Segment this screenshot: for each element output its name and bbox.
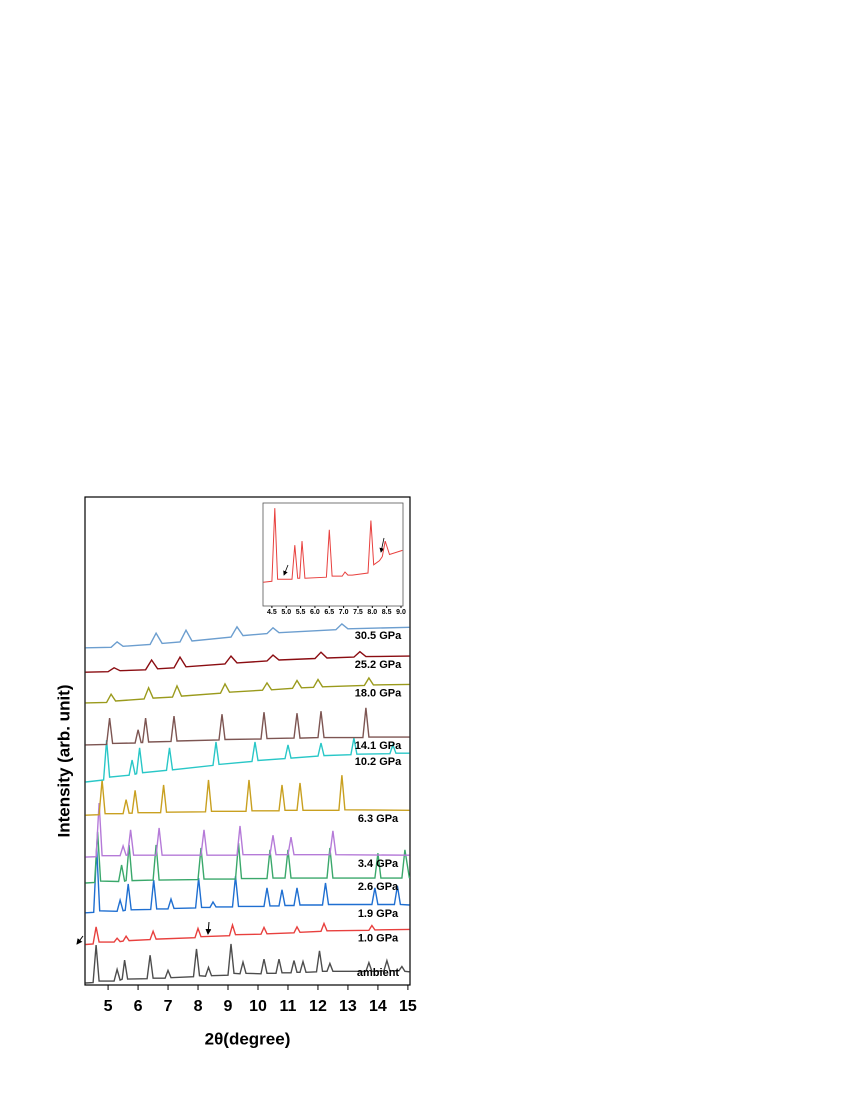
arrow	[205, 921, 212, 935]
x-tick-label: 5.5	[296, 609, 306, 616]
x-tick-label: 6.0	[310, 609, 320, 616]
x-axis-label: 2θ(degree)	[205, 1029, 291, 1048]
spectrum-line	[85, 676, 410, 704]
spectrum-line	[85, 737, 410, 783]
x-tick-label: 8.5	[382, 609, 392, 616]
x-tick-label: 5	[104, 998, 113, 1015]
series-label: 2.6 GPa	[358, 881, 399, 893]
series-label: 1.0 GPa	[358, 932, 399, 944]
x-tick-label: 6	[134, 998, 143, 1015]
x-tick-label: 4.5	[267, 609, 277, 616]
x-tick-label: 12	[309, 998, 327, 1015]
arrow	[76, 935, 84, 945]
x-tick-label: 13	[339, 998, 357, 1015]
y-axis-label: Intensity (arb. unit)	[54, 685, 73, 838]
x-tick-label: 7.0	[339, 609, 349, 616]
spectrum-line	[85, 802, 410, 858]
arrow	[283, 564, 289, 576]
series-label: 30.5 GPa	[355, 630, 402, 642]
x-tick-label: 11	[280, 998, 297, 1015]
spectrum-line	[85, 848, 410, 914]
plot-frame	[84, 496, 411, 986]
spectrum-line	[85, 650, 410, 673]
spectrum-line	[85, 921, 410, 946]
x-tick-label: 6.5	[324, 609, 334, 616]
x-tick-label: 15	[399, 998, 417, 1015]
series-label: 14.1 GPa	[355, 740, 402, 752]
x-tick-label: 10	[249, 998, 267, 1015]
series-label: 6.3 GPa	[358, 813, 399, 825]
series-label: 18.0 GPa	[355, 687, 402, 699]
x-tick-label: 7.5	[353, 609, 363, 616]
x-tick-label: 9.0	[396, 609, 406, 616]
spectrum-line	[85, 622, 410, 649]
series-label: 25.2 GPa	[355, 659, 402, 671]
x-tick-label: 7	[164, 998, 173, 1015]
x-tick-label: 8	[194, 998, 203, 1015]
spectrum-line	[85, 831, 411, 884]
spectrum-line	[263, 508, 403, 583]
arrow	[379, 537, 385, 553]
x-tick-label: 9	[224, 998, 233, 1015]
inset-frame	[262, 502, 404, 607]
spectrum-line	[85, 943, 410, 984]
x-tick-label: 14	[369, 998, 387, 1015]
spectrum-line	[85, 775, 410, 816]
series-label: ambient	[357, 967, 400, 979]
x-tick-label: 5.0	[281, 609, 291, 616]
series-label: 1.9 GPa	[358, 908, 399, 920]
x-tick-label: 8.0	[367, 609, 377, 616]
series-label: 10.2 GPa	[355, 756, 402, 768]
series-label: 3.4 GPa	[358, 858, 399, 870]
spectrum-line	[85, 707, 410, 746]
